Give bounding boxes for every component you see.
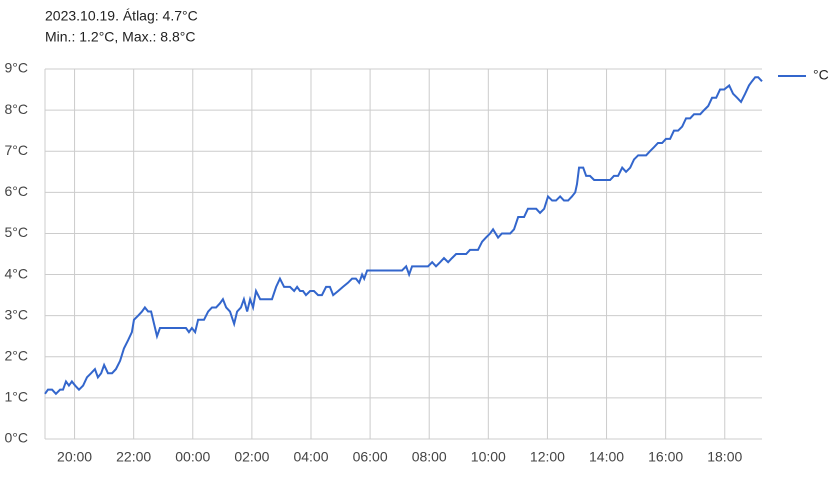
data-line <box>44 76 763 396</box>
y-tick-label: 6°C <box>5 183 29 199</box>
x-tick-label: 04:00 <box>293 449 328 465</box>
y-tick-label: 3°C <box>5 306 29 322</box>
y-tick-label: 8°C <box>5 101 29 117</box>
y-tick-label: 1°C <box>5 389 29 405</box>
x-tick-label: 00:00 <box>175 449 210 465</box>
y-tick-label: 2°C <box>5 347 29 363</box>
y-tick-label: 9°C <box>5 60 29 76</box>
x-tick-label: 20:00 <box>57 449 92 465</box>
legend-label: °C <box>813 67 829 83</box>
x-tick-label: 14:00 <box>589 449 624 465</box>
x-tick-label: 12:00 <box>530 449 565 465</box>
y-tick-label: 7°C <box>5 142 29 158</box>
chart-title: 2023.10.19. Átlag: 4.7°C <box>45 8 198 24</box>
x-tick-label: 10:00 <box>471 449 506 465</box>
y-tick-label: 0°C <box>5 430 29 446</box>
chart-subtitle: Min.: 1.2°C, Max.: 8.8°C <box>45 29 195 45</box>
x-tick-label: 22:00 <box>116 449 151 465</box>
x-tick-label: 16:00 <box>648 449 683 465</box>
x-tick-label: 06:00 <box>353 449 388 465</box>
y-tick-label: 5°C <box>5 224 29 240</box>
x-tick-label: 02:00 <box>234 449 269 465</box>
x-tick-label: 18:00 <box>707 449 742 465</box>
y-tick-label: 4°C <box>5 265 29 281</box>
x-tick-label: 08:00 <box>412 449 447 465</box>
